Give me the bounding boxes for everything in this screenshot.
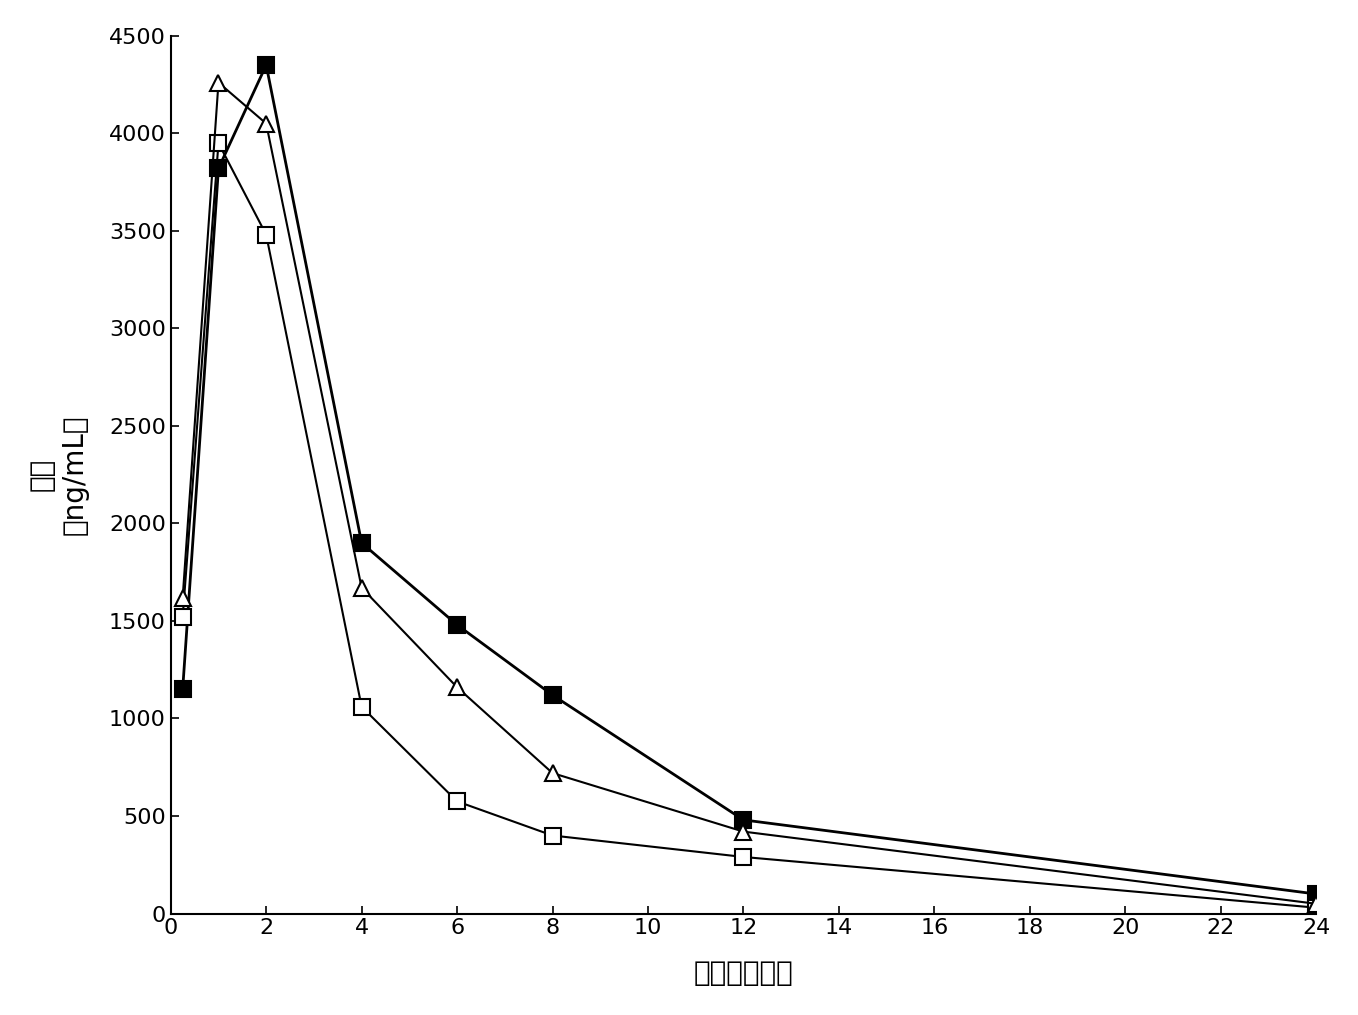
X-axis label: 时间（小时）: 时间（小时） (694, 959, 793, 988)
Y-axis label: 浓度
（ng/mL）: 浓度 （ng/mL） (27, 414, 88, 535)
